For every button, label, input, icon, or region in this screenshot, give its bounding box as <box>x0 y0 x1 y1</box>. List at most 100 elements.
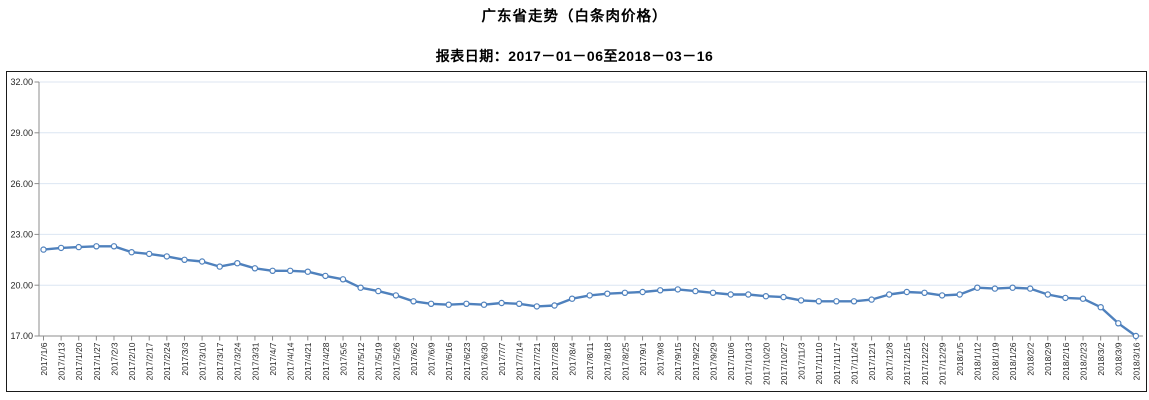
data-point-marker <box>1062 294 1069 302</box>
x-tick-label: 2018/1/26 <box>1008 342 1018 380</box>
x-tick-label: 2017/3/31 <box>250 342 260 380</box>
data-point-marker <box>886 291 893 298</box>
data-point-marker <box>40 246 47 253</box>
data-point-marker <box>181 256 188 263</box>
data-point-marker <box>234 259 241 267</box>
data-point-marker <box>1009 284 1016 291</box>
data-point-marker <box>392 292 400 299</box>
x-tick-label: 2018/3/9 <box>1114 342 1124 375</box>
x-tick-label: 2017/1/6 <box>39 342 49 375</box>
x-tick-label: 2017/9/22 <box>691 342 701 380</box>
data-point-marker <box>1027 285 1034 292</box>
data-point-marker <box>639 288 646 296</box>
data-point-marker <box>745 291 752 298</box>
x-tick-label: 2018/2/2 <box>1026 342 1036 375</box>
data-point-marker <box>1097 303 1104 311</box>
x-tick-label: 2017/4/21 <box>303 342 313 380</box>
data-point-marker <box>357 284 364 291</box>
x-tick-label: 2017/2/10 <box>127 342 137 380</box>
data-point-markers <box>40 243 1140 340</box>
x-tick-label: 2018/2/23 <box>1078 342 1088 380</box>
data-point-marker <box>445 301 452 308</box>
y-gridlines <box>39 81 1146 286</box>
y-tick-label: 29.00 <box>10 128 33 138</box>
x-tick-label: 2017/12/22 <box>920 342 930 385</box>
x-tick-label: 2017/8/11 <box>585 342 595 379</box>
x-tick-label: 2018/2/9 <box>1043 342 1053 375</box>
x-tick-label: 2018/2/16 <box>1061 342 1071 380</box>
x-tick-label: 2017/12/29 <box>938 342 948 385</box>
data-point-marker <box>657 287 664 294</box>
data-point-marker <box>410 298 417 305</box>
y-tick-label: 20.00 <box>10 280 33 290</box>
data-point-marker <box>269 267 276 274</box>
data-point-marker <box>692 287 699 295</box>
x-tick-label: 2017/11/3 <box>797 342 807 379</box>
x-tick-label: 2017/3/24 <box>233 342 243 380</box>
data-point-marker <box>516 300 523 307</box>
data-point-marker <box>674 286 682 293</box>
data-point-marker <box>551 302 558 309</box>
y-tick-label: 26.00 <box>10 179 33 189</box>
x-tick-label: 2017/4/14 <box>286 342 296 380</box>
x-tick-label: 2017/6/16 <box>444 342 454 380</box>
x-tick-label: 2017/10/20 <box>761 342 771 385</box>
x-tick-label: 2017/6/2 <box>409 342 419 375</box>
x-tick-label: 2017/8/25 <box>620 342 630 380</box>
data-point-marker <box>163 253 170 260</box>
x-tick-label: 2017/10/13 <box>744 342 754 385</box>
x-tick-label: 2017/3/10 <box>198 342 208 380</box>
data-point-marker <box>709 289 717 296</box>
x-tick-label: 2017/7/28 <box>550 342 560 380</box>
x-tick-label: 2018/3/2 <box>1096 342 1106 375</box>
data-point-marker <box>956 291 963 298</box>
data-point-marker <box>815 298 823 305</box>
data-point-marker <box>498 299 505 307</box>
data-point-marker <box>75 243 82 251</box>
x-tick-label: 2017/5/19 <box>374 342 384 380</box>
y-tick-label: 17.00 <box>10 331 33 341</box>
data-point-marker <box>145 250 153 258</box>
x-tick-label: 2017/8/18 <box>603 342 613 380</box>
y-tick-label: 23.00 <box>10 230 33 240</box>
x-tick-label: 2017/5/26 <box>391 342 401 380</box>
data-point-marker <box>198 258 206 265</box>
data-point-marker <box>251 265 259 272</box>
data-point-marker <box>57 244 65 252</box>
data-point-marker <box>780 293 787 301</box>
data-point-marker <box>480 301 488 308</box>
x-tick-label: 2017/7/14 <box>515 342 525 380</box>
data-point-marker <box>850 298 858 305</box>
x-tick-label: 2017/4/7 <box>268 342 278 375</box>
x-tick-label: 2017/2/17 <box>145 342 155 380</box>
x-tick-label: 2018/3/16 <box>1131 342 1141 380</box>
data-point-marker <box>322 272 329 280</box>
x-tick-label: 2017/9/8 <box>656 342 666 375</box>
x-axis-labels: 2017/1/6 2017/1/13 2017/1/20 2017/1/27 2017/… <box>39 342 1141 385</box>
data-point-marker <box>533 303 541 310</box>
x-tick-label: 2017/1/20 <box>74 342 84 380</box>
data-point-marker <box>93 243 100 250</box>
data-point-marker <box>938 292 946 299</box>
data-point-marker <box>1115 320 1122 327</box>
x-tick-label: 2017/12/8 <box>885 342 895 380</box>
x-tick-label: 2017/5/5 <box>338 342 348 375</box>
x-tick-label: 2017/5/12 <box>356 342 366 380</box>
data-point-marker <box>604 290 611 297</box>
data-point-marker <box>868 296 875 303</box>
chart-container: 17.00 20.00 23.00 26.00 29.00 32.00 2017/1/6 20… <box>6 71 1147 392</box>
x-tick-label: 2017/9/29 <box>708 342 718 380</box>
y-axis-labels: 17.00 20.00 23.00 26.00 29.00 32.00 <box>10 77 33 341</box>
x-tick-label: 2017/6/30 <box>479 342 489 380</box>
x-tick-label: 2017/12/15 <box>902 342 912 385</box>
data-point-marker <box>586 292 593 299</box>
x-tick-label: 2017/11/10 <box>814 342 824 384</box>
x-tick-label: 2017/3/17 <box>215 342 225 380</box>
x-tick-label: 2018/1/5 <box>955 342 965 375</box>
x-tick-label: 2017/3/3 <box>180 342 190 375</box>
x-tick-label: 2017/4/28 <box>321 342 331 380</box>
data-point-marker <box>287 267 294 274</box>
x-tick-label: 2017/11/24 <box>849 342 859 384</box>
